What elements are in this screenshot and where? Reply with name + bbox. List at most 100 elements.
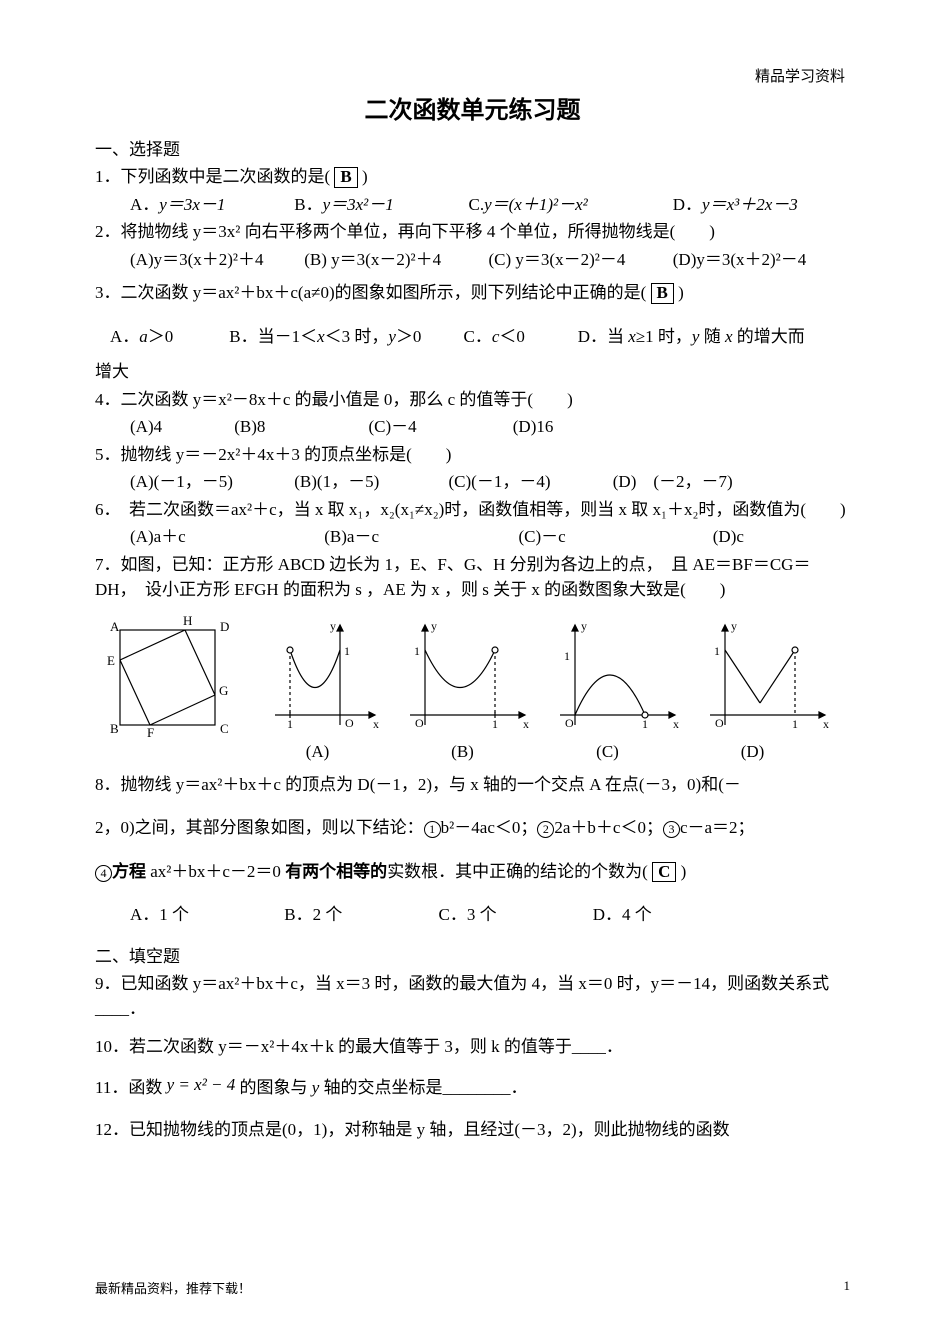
svg-text:x: x [673,717,679,731]
q7-graph-a: 1 1 O x y [245,615,385,740]
footer-left: 最新精品资料，推荐下载！ [95,1278,251,1297]
svg-text:1: 1 [492,717,498,731]
q3-cont: 增大 [95,359,850,385]
q7-label-a: (A) [245,742,390,762]
question-4: 4．二次函数 y＝x²－8x＋c 的最小值是 0，那么 c 的值等于( ) [95,387,850,413]
q6-options: (A)a＋c (B)a－c (C)－c (D)c [95,524,850,550]
q5-opt-d: (D) (－2，－7) [613,469,733,495]
svg-text:O: O [345,716,354,730]
page-footer: 最新精品资料，推荐下载！ 1 [95,1278,850,1297]
q3-opt-b: B．当－1＜x＜3 时，y＞0 [229,324,459,350]
section-1-header: 一、选择题 [95,135,850,160]
q7-figure-labels: (A) (B) (C) (D) [95,742,850,762]
q1-answer: B [334,167,357,188]
q2-opt-b: (B) y＝3(x－2)²＋4 [304,247,484,273]
q3-answer: B [651,283,674,304]
svg-text:E: E [107,653,115,668]
question-12: 12．已知抛物线的顶点是(0，1)，对称轴是 y 轴，且经过(－3，2)，则此抛… [95,1117,850,1143]
q7-graph-c: 1 1 O x y [545,615,685,740]
q1-opt-c: C.y＝(x＋1)²－x² [469,192,669,218]
q3-options: A．a＞0 B．当－1＜x＜3 时，y＞0 C．c＜0 D．当 x≥1 时，y … [95,324,850,350]
q5-options: (A)(－1，－5) (B)(1，－5) (C)(－1，－4) (D) (－2，… [95,469,850,495]
svg-text:x: x [373,717,379,731]
svg-text:O: O [415,716,424,730]
q7-label-c: (C) [535,742,680,762]
q1-opt-b: B．y＝3x²－1 [294,192,464,218]
q2-opt-c: (C) y＝3(x－2)²－4 [489,247,669,273]
svg-text:D: D [220,619,229,634]
q7-label-b: (B) [390,742,535,762]
q8-opt-c: C．3 个 [439,902,589,928]
watermark-text: 精品学习资料 [755,65,845,86]
q7-figures: A D B C E F G H 1 [95,615,850,740]
q2-opt-d: (D)y＝3(x＋2)²－4 [673,247,807,273]
q4-opt-c: (C)－4 [369,414,509,440]
q2-opt-a: (A)y＝3(x＋2)²＋4 [130,247,300,273]
page-title: 二次函数单元练习题 [95,90,850,125]
svg-text:1: 1 [414,644,420,658]
q2-options: (A)y＝3(x＋2)²＋4 (B) y＝3(x－2)²＋4 (C) y＝3(x… [95,247,850,273]
svg-text:H: H [183,613,192,628]
svg-text:1: 1 [344,644,350,658]
q6-opt-a: (A)a＋c [130,524,320,550]
svg-text:1: 1 [714,644,720,658]
q6-opt-c: (C)－c [519,524,709,550]
q4-opt-a: (A)4 [130,414,230,440]
question-9: 9．已知函数 y＝ax²＋bx＋c，当 x＝3 时，函数的最大值为 4，当 x＝… [95,971,850,1022]
question-10: 10．若二次函数 y＝－x²＋4x＋k 的最大值等于 3，则 k 的值等于___… [95,1034,850,1060]
svg-text:y: y [330,619,336,633]
q8-answer: C [652,862,676,883]
q1-opt-d: D．y＝x³＋2x－3 [673,192,798,218]
section-2-header: 二、填空题 [95,942,850,967]
footer-page-number: 1 [844,1278,851,1297]
q8-line2: 2，0)之间，其部分图象如图，则以下结论：1b²－4ac＜0；22a＋b＋c＜0… [95,815,850,841]
q5-opt-b: (B)(1，－5) [294,469,444,495]
svg-text:A: A [110,619,120,634]
svg-text:1: 1 [642,717,648,731]
q7-square-diagram: A D B C E F G H [95,615,235,740]
svg-text:G: G [219,683,228,698]
q4-opt-b: (B)8 [234,414,364,440]
q3-stem-end: ) [678,283,684,302]
q4-opt-d: (D)16 [513,414,554,440]
q1-stem: 1．下列函数中是二次函数的是( [95,167,330,186]
q4-options: (A)4 (B)8 (C)－4 (D)16 [95,414,850,440]
svg-text:F: F [147,725,154,740]
svg-text:O: O [715,716,724,730]
q8-line3: 4方程 ax²＋bx＋c－2＝0 有两个相等的实数根．其中正确的结论的个数为( … [95,859,850,885]
q3-opt-c: C．c＜0 [464,324,574,350]
question-1: 1．下列函数中是二次函数的是( B ) [95,164,850,190]
svg-text:C: C [220,721,229,736]
q1-options: A．y＝3x－1 B．y＝3x²－1 C.y＝(x＋1)²－x² D．y＝x³＋… [95,192,850,218]
q7-graph-d: 1 1 O x y [695,615,835,740]
q5-opt-c: (C)(－1，－4) [449,469,609,495]
q8-line1: 8．抛物线 y＝ax²＋bx＋c 的顶点为 D(－1，2)，与 x 轴的一个交点… [95,772,850,798]
q1-opt-a: A．y＝3x－1 [130,192,290,218]
svg-text:y: y [431,619,437,633]
svg-text:O: O [565,716,574,730]
q7-graph-b: 1 1 O x y [395,615,535,740]
svg-text:B: B [110,721,119,736]
svg-text:1: 1 [792,717,798,731]
svg-text:y: y [731,619,737,633]
q6-opt-b: (B)a－c [324,524,514,550]
q8-opt-b: B．2 个 [284,902,434,928]
question-2: 2．将抛物线 y＝3x² 向右平移两个单位，再向下平移 4 个单位，所得抛物线是… [95,219,850,245]
q8-opt-d: D．4 个 [593,902,652,928]
question-3: 3．二次函数 y＝ax²＋bx＋c(a≠0)的图象如图所示，则下列结论中正确的是… [95,280,850,306]
q1-stem-end: ) [362,167,368,186]
question-7: 7．如图，已知：正方形 ABCD 边长为 1，E、F、G、H 分别为各边上的点，… [95,552,850,603]
svg-text:x: x [823,717,829,731]
svg-text:x: x [523,717,529,731]
question-11: 11．函数 y = x² − 4 的图象与 y 轴的交点坐标是________． [95,1075,850,1101]
q3-opt-d: D．当 x≥1 时，y 随 x 的增大而 [578,327,805,346]
q5-opt-a: (A)(－1，－5) [130,469,290,495]
svg-text:y: y [581,619,587,633]
q6-opt-d: (D)c [713,524,744,550]
q8-options: A．1 个 B．2 个 C．3 个 D．4 个 [95,902,850,928]
question-5: 5．抛物线 y＝－2x²＋4x＋3 的顶点坐标是( ) [95,442,850,468]
svg-text:1: 1 [564,649,570,663]
question-6: 6． 若二次函数＝ax²＋c，当 x 取 x₁，x₂(x₁≠x₂)时，函数值相等… [95,497,850,523]
q7-label-d: (D) [680,742,825,762]
svg-text:1: 1 [287,717,293,731]
